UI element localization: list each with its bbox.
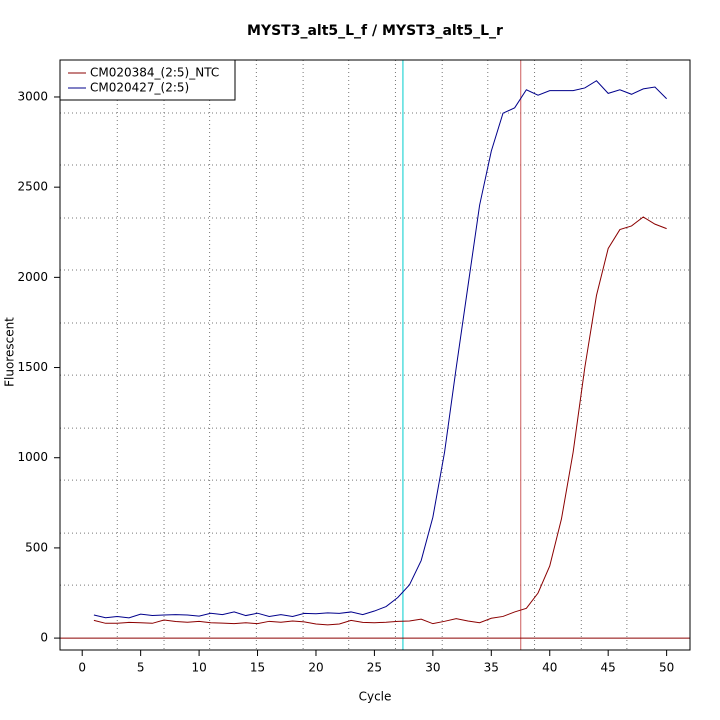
y-tick-label: 2000	[17, 270, 48, 284]
y-tick-label: 0	[40, 631, 48, 645]
x-tick-label: 25	[367, 661, 382, 675]
series-line	[93, 80, 667, 619]
y-axis-label: Fluorescent	[3, 317, 17, 387]
x-tick-label: 15	[250, 661, 265, 675]
y-tick-label: 3000	[17, 89, 48, 103]
x-tick-label: 0	[78, 661, 86, 675]
x-tick-label: 30	[425, 661, 440, 675]
y-tick-label: 500	[25, 540, 48, 554]
chart-title: MYST3_alt5_L_f / MYST3_alt5_L_r	[247, 23, 503, 39]
x-axis-label: Cycle	[359, 690, 392, 704]
legend-label: CM020427_(2:5)	[90, 81, 189, 95]
y-tick-label: 2500	[17, 180, 48, 194]
x-tick-label: 5	[137, 661, 145, 675]
legend-label: CM020384_(2:5)_NTC	[90, 66, 219, 80]
y-tick-label: 1500	[17, 360, 48, 374]
x-tick-label: 35	[484, 661, 499, 675]
y-tick-label: 1000	[17, 450, 48, 464]
x-tick-label: 40	[542, 661, 557, 675]
x-tick-label: 10	[191, 661, 206, 675]
legend-box	[59, 59, 236, 101]
x-tick-label: 20	[308, 661, 323, 675]
series-line	[93, 216, 667, 626]
plot-frame	[59, 59, 691, 651]
x-tick-label: 45	[601, 661, 616, 675]
x-tick-label: 50	[659, 661, 674, 675]
